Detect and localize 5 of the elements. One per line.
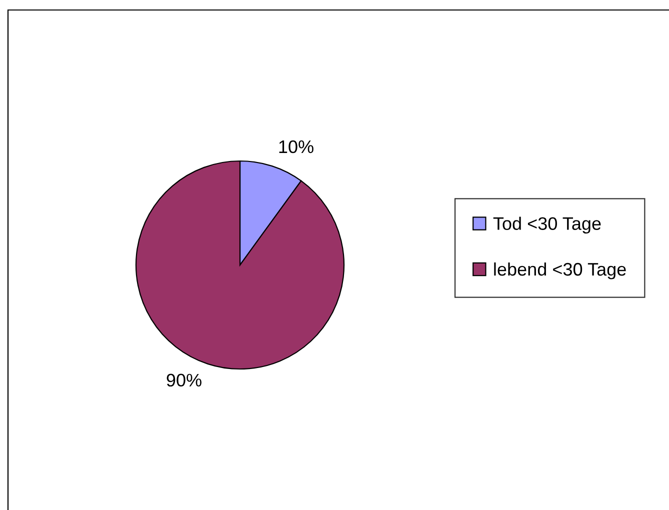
data-label: 10%: [279, 140, 314, 154]
legend-label: lebend <30 Tage: [494, 262, 626, 280]
pie-slice: [135, 160, 345, 370]
legend-label: Tod <30 Tage: [493, 216, 601, 234]
data-label: 90%: [166, 374, 202, 387]
